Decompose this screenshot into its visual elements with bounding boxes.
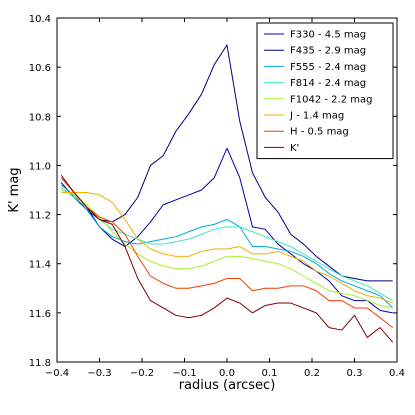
x-tick-label: −0.2	[130, 368, 154, 379]
y-tick-label: 10.4	[29, 14, 51, 25]
legend-box	[256, 22, 394, 160]
series-line-6	[61, 191, 393, 304]
legend-label: F435 - 2.9 mag	[290, 46, 366, 57]
legend-label: F814 - 2.4 mag	[290, 78, 366, 89]
y-tick-label: 10.6	[29, 63, 51, 74]
y-tick-label: 11.6	[29, 309, 51, 320]
y-axis-label: K' mag	[7, 167, 22, 212]
series-line-2	[60, 44, 393, 282]
x-axis: −0.4 −0.3 −0.2 −0.1 0.0 0.1 0.2 0.3 0.4	[45, 18, 405, 379]
legend-label: F555 - 2.4 mag	[290, 62, 366, 73]
x-tick-label: 0.2	[304, 368, 320, 379]
y-tick-label: 10.8	[29, 112, 51, 123]
x-tick-label: 0.1	[262, 368, 278, 379]
series-line-1	[60, 147, 393, 314]
series-line-3	[60, 184, 394, 309]
x-tick-label: −0.3	[87, 368, 111, 379]
series-layer	[60, 44, 394, 343]
legend-label: K'	[290, 143, 299, 154]
legend-label: F330 - 4.5 mag	[290, 30, 366, 41]
y-axis: 10.4 10.6 10.8 11.0 11.2 11.4 11.6 11.8	[29, 14, 397, 369]
x-tick-label: 0.3	[347, 368, 363, 379]
x-tick-label: −0.1	[172, 368, 196, 379]
series-line-8	[60, 174, 394, 343]
y-tick-label: 11.8	[29, 358, 51, 369]
series-line-7	[60, 177, 394, 328]
legend-label: J - 1.4 mag	[289, 111, 344, 122]
y-tick-label: 11.2	[29, 211, 51, 222]
x-tick-label: −0.4	[45, 368, 69, 379]
y-tick-label: 11.0	[29, 161, 51, 172]
x-axis-label: radius (arcsec)	[179, 378, 276, 393]
x-tick-label: 0.4	[389, 368, 405, 379]
x-tick-label: 0.0	[219, 368, 235, 379]
legend-label: H - 0.5 mag	[290, 127, 349, 138]
legend: F330 - 4.5 mag F435 - 2.9 mag F555 - 2.4 m…	[256, 22, 394, 160]
y-tick-label: 11.4	[29, 260, 51, 271]
legend-label: F1042 - 2.2 mag	[290, 94, 372, 105]
series-line-5	[61, 189, 393, 309]
